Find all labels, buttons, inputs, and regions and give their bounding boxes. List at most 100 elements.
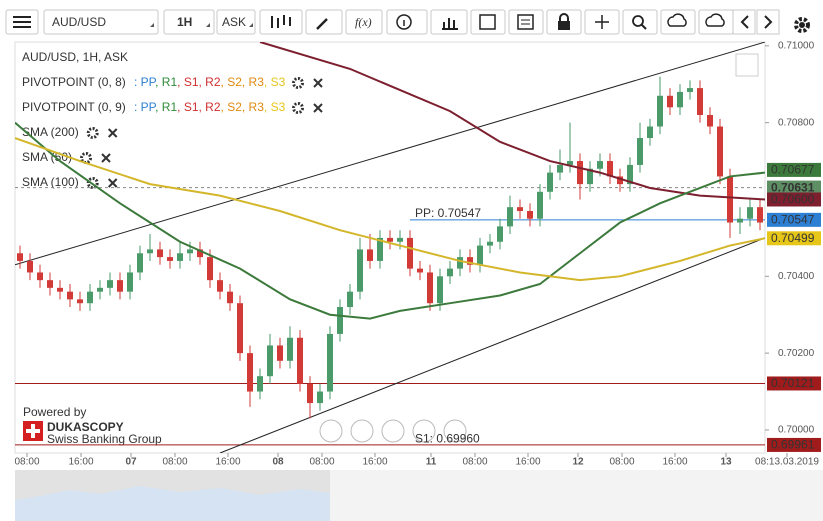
- calendar-button[interactable]: [470, 9, 506, 35]
- candle-body: [527, 211, 533, 219]
- level-badge: [767, 180, 821, 195]
- side: ASK: [222, 15, 246, 29]
- level-badge: [767, 212, 821, 227]
- x-tick-label: 08:00: [609, 457, 634, 468]
- candle-body: [467, 257, 473, 265]
- sma-line: [15, 121, 765, 320]
- candle-body: [737, 218, 743, 223]
- remove-icon[interactable]: [107, 128, 118, 138]
- candle-body: [27, 260, 33, 273]
- candle-body: [357, 249, 363, 292]
- gear-icon[interactable]: [292, 77, 304, 89]
- candle-body: [607, 161, 613, 177]
- remove-icon[interactable]: [107, 178, 118, 188]
- pivot-parts: : PP, R1, S1, R2, S2, R3, S3: [134, 75, 286, 89]
- candle-body: [237, 303, 243, 354]
- x-tick-label: 11: [426, 457, 437, 468]
- period-select[interactable]: 1H: [163, 9, 215, 35]
- candle-body: [347, 291, 353, 308]
- chart-type-button[interactable]: [259, 9, 303, 35]
- candle-body: [397, 237, 403, 242]
- crosshair-button[interactable]: [584, 9, 620, 35]
- remove-icon[interactable]: [313, 103, 323, 113]
- lock-button[interactable]: [546, 9, 582, 35]
- level-badge: [767, 437, 821, 452]
- zoom-button[interactable]: [622, 9, 658, 35]
- candle-body: [87, 291, 93, 304]
- gear-icon[interactable]: [86, 127, 99, 139]
- candle-body: [267, 345, 273, 377]
- candle-body: [677, 91, 683, 108]
- expand-button[interactable]: [735, 53, 759, 77]
- candle-body: [657, 95, 663, 127]
- fx-button[interactable]: f(x): [345, 9, 383, 35]
- x-tick-label: 13: [720, 457, 732, 468]
- gear-icon[interactable]: [86, 177, 99, 189]
- candle-body: [547, 172, 553, 192]
- symbol: AUD/USD: [52, 15, 106, 29]
- candle-body: [757, 207, 763, 223]
- pivot-name: PIVOTPOINT (0, 9): [22, 100, 126, 114]
- remove-icon[interactable]: [101, 153, 111, 163]
- navigator-area: [15, 486, 330, 521]
- pivot-part: , R2: [199, 100, 221, 114]
- level-label: 0.70677: [771, 163, 815, 177]
- x-tick-label: 16:00: [362, 457, 387, 468]
- gear-icon[interactable]: [292, 102, 304, 114]
- x-tick-label: 08:00: [162, 457, 187, 468]
- candle-body: [97, 287, 103, 292]
- side-select[interactable]: ASK: [216, 9, 256, 35]
- level-badge: [767, 192, 821, 207]
- candle-body: [557, 164, 563, 173]
- next-button[interactable]: [756, 9, 780, 35]
- nav-left[interactable]: [319, 419, 343, 443]
- candle-body: [647, 126, 653, 139]
- y-tick-label: 0.70800: [778, 117, 815, 128]
- remove-icon[interactable]: [313, 78, 323, 88]
- candle-body: [17, 253, 23, 261]
- volume-button[interactable]: [430, 9, 468, 35]
- candle-body: [597, 161, 603, 169]
- pivot-name: PIVOTPOINT (0, 8): [22, 75, 126, 89]
- nav-zoom-out[interactable]: [350, 419, 374, 443]
- prev-button[interactable]: [732, 9, 756, 35]
- candle-body: [147, 249, 153, 254]
- info-button[interactable]: [386, 9, 428, 35]
- candle-body: [107, 280, 113, 288]
- news-button[interactable]: [508, 9, 544, 35]
- settings-button[interactable]: [794, 17, 810, 33]
- download-button[interactable]: [698, 9, 734, 35]
- x-tick-label: 16:00: [215, 457, 240, 468]
- legend-entry: SMA (50): [22, 150, 72, 164]
- level-annotation: PP: 0.70547: [415, 206, 481, 220]
- candle-body: [137, 253, 143, 273]
- candle-body: [37, 272, 43, 281]
- upload-button[interactable]: [660, 9, 696, 35]
- candle-body: [387, 237, 393, 242]
- level-annotation: S1: 0.69960: [415, 431, 480, 445]
- candle-body: [67, 291, 73, 300]
- legend-entry: SMA (200): [22, 125, 79, 139]
- gear-icon[interactable]: [80, 152, 93, 164]
- sma-line: [15, 137, 765, 282]
- candle-body: [577, 161, 583, 185]
- legend-entry: SMA (100): [22, 175, 79, 189]
- level-label: 0.70121: [771, 376, 815, 390]
- x-tick-label: 16:00: [68, 457, 93, 468]
- nav-end[interactable]: [381, 419, 405, 443]
- pivot-part: , S1: [177, 100, 199, 114]
- level-label: 0.70600: [771, 192, 815, 206]
- pivot-part: , S3: [264, 75, 286, 89]
- candle-body: [587, 168, 593, 185]
- candle-body: [47, 280, 53, 288]
- level-label: 0.69961: [771, 438, 815, 452]
- symbol-select[interactable]: AUD/USD: [43, 9, 159, 35]
- menu-button[interactable]: [5, 9, 39, 35]
- x-tick-label: 16:00: [515, 457, 540, 468]
- draw-button[interactable]: [305, 9, 343, 35]
- candle-body: [447, 268, 453, 277]
- nav-right[interactable]: [443, 419, 467, 443]
- nav-zoom-in[interactable]: [412, 419, 436, 443]
- candle-body: [377, 237, 383, 261]
